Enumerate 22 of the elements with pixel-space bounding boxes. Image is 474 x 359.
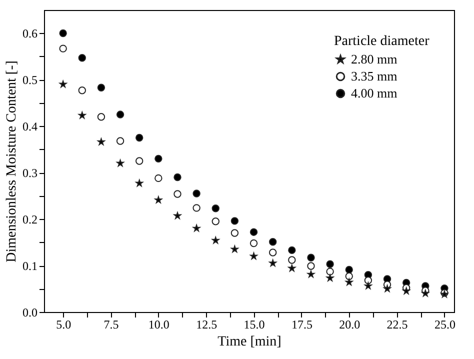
y-axis-title: Dimensionless Moisture Content [-] [4, 60, 20, 262]
y-tick-label: 0.0 [22, 306, 38, 320]
y-tick-label: 0.6 [22, 26, 38, 41]
x-tick-label: 15.0 [244, 318, 265, 332]
y-tick-label: 0.3 [22, 166, 38, 180]
x-tick-label: 17.5 [291, 318, 312, 332]
x-tick-label: 25.0 [434, 318, 456, 332]
y-tick-label: 0.2 [22, 212, 38, 227]
x-tick-label: 5.0 [56, 318, 72, 332]
x-tick-label: 22.5 [386, 318, 408, 332]
y-tick-label: 0.1 [22, 259, 38, 274]
x-tick-label: 7.5 [104, 318, 119, 332]
legend-label: 2.80 mm [351, 52, 398, 66]
legend-label: 4.00 mm [351, 86, 398, 100]
x-tick-label: 12.5 [196, 318, 218, 332]
x-tick-label: 20.0 [339, 318, 360, 332]
y-tick-label: 0.4 [22, 120, 38, 134]
legend-title: Particle diameter [334, 34, 430, 49]
x-axis-title: Time [min] [218, 334, 282, 350]
legend-label: 3.35 mm [351, 68, 398, 84]
x-tick-label: 10.0 [148, 318, 170, 332]
y-tick-label: 0.5 [22, 73, 38, 88]
